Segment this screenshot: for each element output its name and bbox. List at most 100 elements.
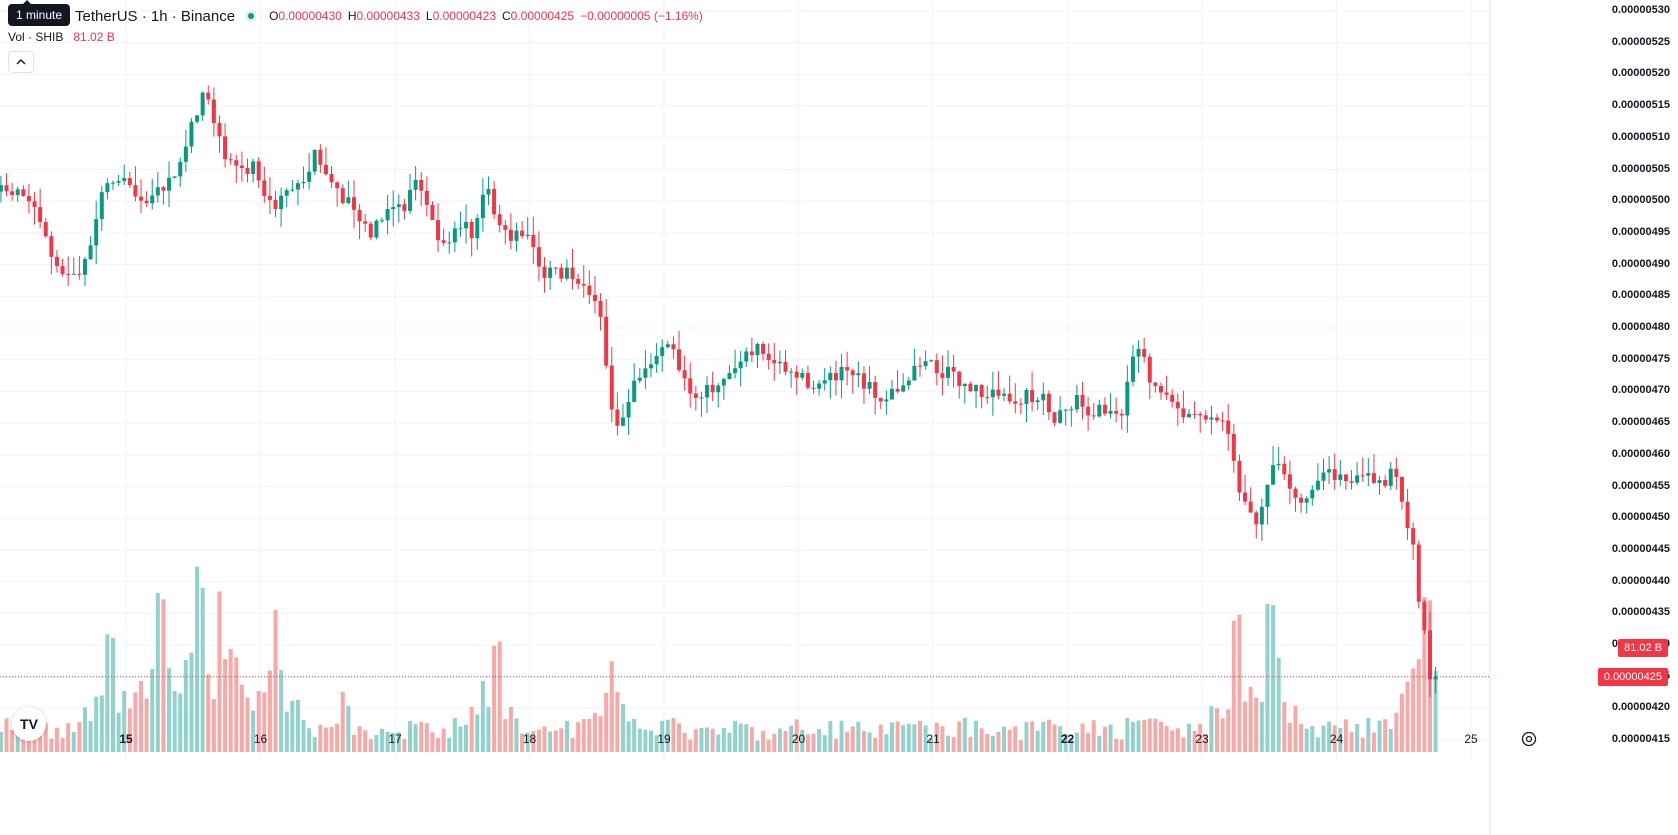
volume-bar xyxy=(1136,720,1141,752)
candle-body xyxy=(1377,480,1382,483)
candle-body xyxy=(1007,393,1012,402)
volume-bar xyxy=(727,732,732,752)
volume-bar xyxy=(1310,725,1315,752)
candle-body xyxy=(307,171,312,182)
volume-bars xyxy=(0,566,1438,752)
collapse-legend-button[interactable] xyxy=(8,51,34,73)
candle-body xyxy=(32,201,37,208)
candle-body xyxy=(665,344,670,348)
candle-body xyxy=(744,351,749,362)
candle-body xyxy=(1276,463,1281,466)
volume-bar xyxy=(654,735,659,752)
volume-bar xyxy=(88,721,93,752)
volume-bar xyxy=(620,703,625,752)
ohlc-close-value: 0.00000425 xyxy=(510,9,575,23)
volume-bar xyxy=(548,731,553,752)
candle-body xyxy=(772,360,777,364)
candle-body xyxy=(1287,474,1292,489)
candle-body xyxy=(273,199,278,210)
candle-body xyxy=(693,393,698,398)
volume-bar xyxy=(626,721,631,752)
volume-bar xyxy=(901,725,906,752)
volume-bar xyxy=(1114,738,1119,752)
candle-body xyxy=(733,368,738,374)
candle-body xyxy=(1046,393,1051,413)
symbol-title[interactable]: TetherUS · 1h · Binance xyxy=(75,7,236,25)
date-tick-label: 17 xyxy=(388,732,402,746)
candle-body xyxy=(979,385,984,398)
volume-bar xyxy=(464,724,469,752)
volume-bar xyxy=(161,599,166,752)
volume-bar xyxy=(822,735,827,752)
candle-body xyxy=(402,204,407,211)
price-tick-label: 0.00000450 xyxy=(1611,511,1670,524)
candle-body xyxy=(839,367,844,381)
volume-bar xyxy=(1030,721,1035,752)
volume-bar xyxy=(677,723,682,752)
volume-bar xyxy=(912,724,917,752)
volume-label[interactable]: Vol · SHIB xyxy=(8,30,64,44)
candle-body xyxy=(1215,417,1220,421)
candle-body xyxy=(4,185,9,192)
date-tick-label: 24 xyxy=(1329,732,1344,746)
volume-bar xyxy=(946,735,951,752)
volume-bar xyxy=(929,738,934,752)
volume-bar xyxy=(856,721,861,752)
candle-body xyxy=(295,183,300,190)
volume-bar xyxy=(749,727,754,752)
candle-body xyxy=(1416,544,1421,602)
volume-bar xyxy=(1158,721,1163,752)
candle-body xyxy=(929,360,934,362)
candle-body xyxy=(1411,528,1416,545)
tradingview-logo-icon[interactable]: TV xyxy=(12,707,46,741)
candle-body xyxy=(856,373,861,376)
volume-bar xyxy=(789,725,794,752)
settings-gear-icon[interactable] xyxy=(1520,730,1538,748)
candle-body xyxy=(794,371,799,378)
candle-body xyxy=(1231,433,1236,461)
volume-bar xyxy=(721,727,726,752)
volume-bar xyxy=(777,728,782,752)
candle-body xyxy=(1237,460,1242,493)
volume-bar xyxy=(458,726,463,752)
volume-bar xyxy=(447,737,452,752)
candle-body xyxy=(357,209,362,222)
volume-bar xyxy=(262,692,267,752)
candle-body xyxy=(228,159,233,161)
volume-bar xyxy=(251,710,256,752)
candle-body xyxy=(985,397,990,399)
candle-body xyxy=(800,372,805,378)
candle-body xyxy=(951,366,956,372)
candle-body xyxy=(1013,401,1018,404)
candle-body xyxy=(1282,463,1287,475)
candle-body xyxy=(15,189,20,196)
candle-body xyxy=(223,136,228,160)
legend-row: TetherUS · 1h · Binance O0.00000430 H0.0… xyxy=(75,6,703,26)
candle-body xyxy=(1405,501,1410,529)
candle-body xyxy=(598,301,603,317)
volume-bar xyxy=(290,700,295,752)
candle-body xyxy=(195,115,200,122)
candle-body xyxy=(436,220,441,241)
volume-bar xyxy=(968,736,973,752)
candle-body xyxy=(1069,409,1074,411)
candle-body xyxy=(677,349,682,371)
volume-bar xyxy=(1164,725,1169,752)
candle-body xyxy=(671,344,676,350)
volume-bar xyxy=(643,729,648,752)
candle-body xyxy=(161,187,166,191)
volume-bar xyxy=(531,730,536,752)
price-tick-label: 0.00000505 xyxy=(1611,162,1670,175)
volume-bar xyxy=(335,723,340,752)
volume-bar xyxy=(962,717,967,752)
volume-bar xyxy=(1321,725,1326,752)
candle-body xyxy=(587,285,592,295)
volume-bar xyxy=(284,711,289,752)
volume-bar xyxy=(1287,723,1292,752)
volume-bar xyxy=(525,732,530,752)
candle-body xyxy=(419,179,424,191)
volume-bar xyxy=(1007,729,1012,752)
candle-body xyxy=(1226,420,1231,434)
candle-body xyxy=(940,373,945,378)
